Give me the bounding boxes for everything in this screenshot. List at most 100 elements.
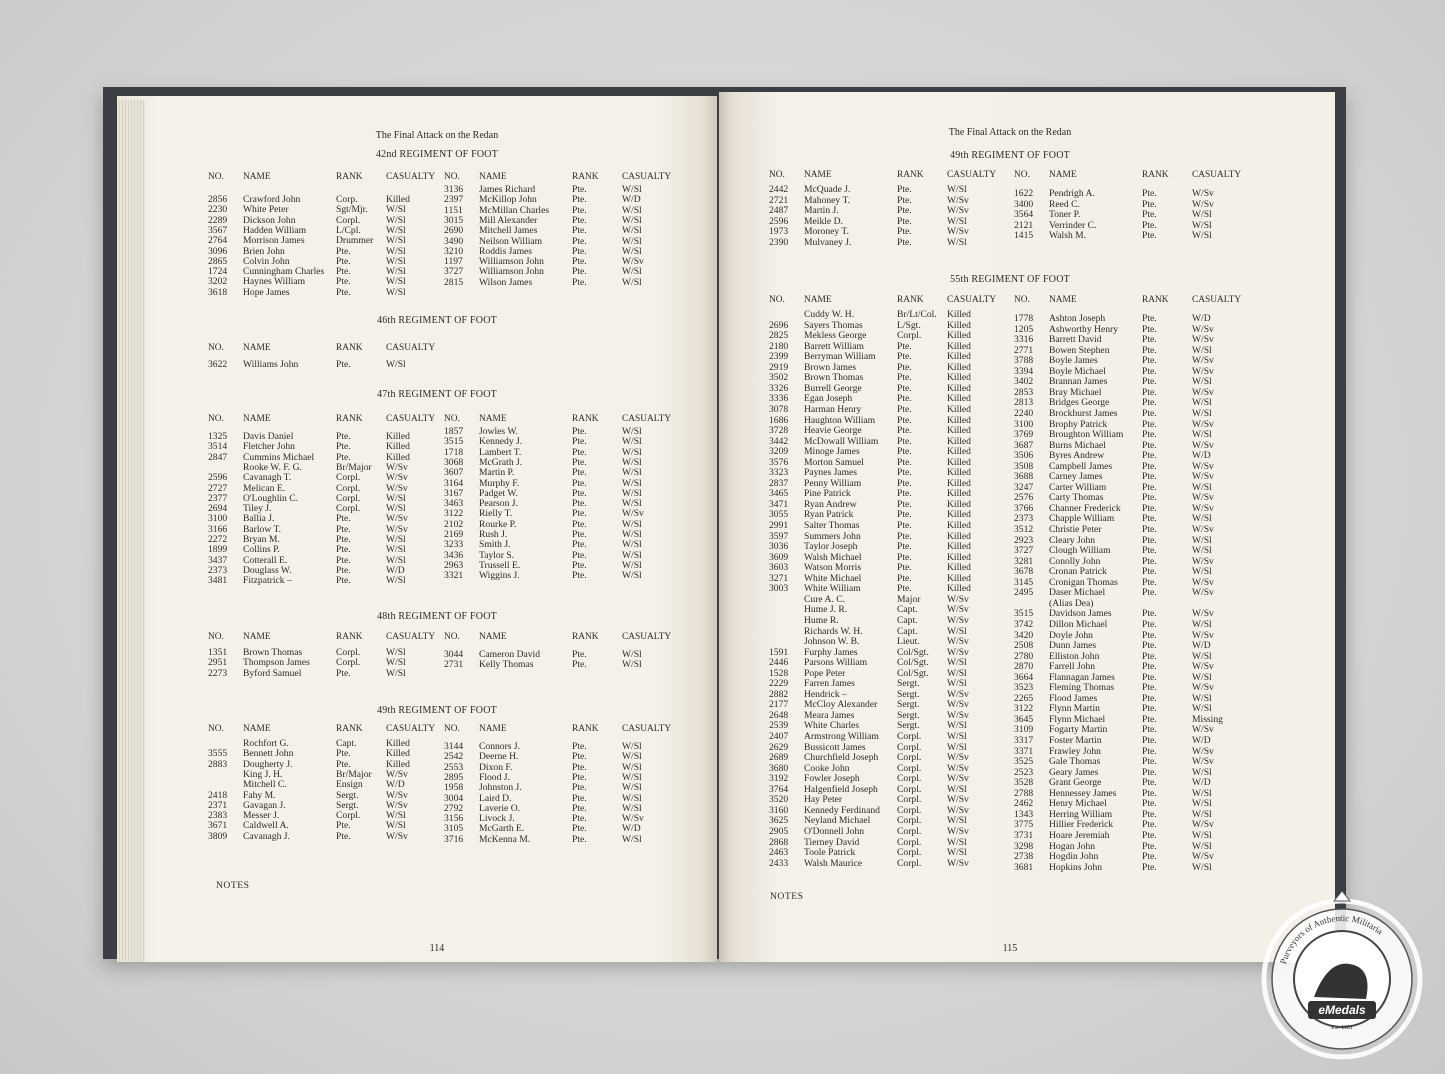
table-cell-soldier-name: Trussell E. (479, 559, 521, 571)
table-cell-soldier-name: Verrinder C. (1049, 219, 1097, 231)
table-cell-rank: Corpl. (897, 804, 922, 816)
table-cell-service-number: 2373 (208, 564, 228, 576)
table-cell-service-number: 1415 (1014, 230, 1034, 242)
table-cell-soldier-name: Salter Thomas (804, 520, 860, 531)
table-cell-rank: Pte. (336, 544, 351, 556)
table-cell-casualty: Killed (947, 456, 971, 468)
table-cell-casualty: W/Sl (386, 266, 406, 278)
table-cell-service-number: 3298 (1014, 840, 1034, 852)
table-cell-soldier-name: Gavagan J. (243, 799, 286, 811)
column-header-soldier-name: NAME (479, 172, 507, 182)
table-cell-service-number: 2648 (769, 709, 789, 721)
table-cell-casualty: W/Sv (1192, 198, 1214, 210)
table-cell-casualty: W/Sv (386, 461, 408, 473)
table-cell-casualty: Killed (386, 441, 410, 453)
table-cell-soldier-name: Paynes James (804, 467, 858, 479)
table-cell-rank: Corpl. (897, 752, 922, 764)
table-cell-service-number: 2446 (769, 657, 789, 669)
column-header-casualty: CASUALTY (622, 724, 672, 734)
table-cell-casualty: W/Sl (622, 498, 642, 510)
section-heading: 46th REGIMENT OF FOOT (377, 315, 497, 326)
table-cell-service-number: 2596 (769, 215, 789, 227)
table-cell-service-number: 3145 (1014, 576, 1034, 588)
table-cell-rank: Pte. (572, 659, 587, 671)
table-cell-casualty: W/D (1192, 735, 1211, 746)
table-cell-casualty: W/Sl (622, 549, 642, 561)
table-cell-soldier-name: Tiley J. (243, 503, 272, 515)
table-cell-casualty: W/Sl (386, 245, 406, 257)
table-cell-soldier-name: Brown Thomas (243, 647, 303, 658)
running-title-right: The Final Attack on the Redan (948, 127, 1072, 138)
table-cell-casualty: W/Sl (947, 720, 967, 732)
table-cell-soldier-name: Halgenfield Joseph (804, 783, 878, 795)
table-cell-casualty: W/Sv (1192, 724, 1214, 736)
column-header-service-number: NO. (769, 295, 785, 305)
table-cell-casualty: W/Sl (386, 554, 406, 566)
table-cell-soldier-name: Grant George (1049, 777, 1102, 789)
table-cell-casualty: W/Sl (947, 678, 967, 690)
table-cell-casualty: Killed (386, 758, 410, 770)
column-header-rank: RANK (336, 343, 363, 353)
table-cell-soldier-name: McMillan Charles (479, 204, 550, 216)
table-cell-service-number: 2576 (1014, 492, 1034, 504)
table-cell-soldier-name: Williams John (243, 359, 299, 370)
table-cell-soldier-name: Carter William (1049, 481, 1107, 493)
table-cell-soldier-name: Fowler Joseph (804, 773, 860, 785)
table-cell-soldier-name: Farren James (804, 678, 855, 690)
table-cell-soldier-name: O'Donnell John (804, 825, 865, 837)
table-cell-casualty: W/Sl (947, 657, 967, 669)
table-cell-service-number: 3764 (769, 783, 789, 795)
table-cell-service-number: 3109 (1014, 724, 1034, 736)
table-cell-rank: Pte. (572, 549, 587, 561)
table-cell-casualty: W/Sv (1192, 439, 1214, 451)
column-header-rank: RANK (336, 414, 363, 424)
table-cell-casualty: Killed (947, 488, 971, 500)
table-cell-rank: Sergt. (897, 688, 920, 700)
table-cell-rank: Pte. (572, 204, 587, 216)
table-cell-rank: Pte. (1142, 198, 1157, 210)
table-cell-casualty: W/Sv (947, 699, 969, 711)
table-cell-service-number: 3210 (444, 245, 464, 257)
table-cell-casualty: W/Sv (1192, 492, 1214, 504)
table-cell-rank: Pte. (1142, 566, 1157, 578)
table-cell-soldier-name: Thompson James (243, 657, 310, 669)
table-cell-casualty: W/Sl (1192, 209, 1212, 221)
column-header-soldier-name: NAME (1049, 295, 1077, 305)
table-cell-rank: Pte. (336, 820, 351, 832)
table-cell-rank: Pte. (1142, 829, 1157, 841)
table-cell-casualty: W/Sl (622, 467, 642, 479)
table-cell-rank: Col/Sgt. (897, 667, 929, 679)
table-cell-casualty: W/Sl (1192, 808, 1212, 820)
column-header-service-number: NO. (444, 724, 460, 734)
table-cell-soldier-name: Summers John (804, 530, 861, 542)
table-cell-service-number: 2230 (208, 204, 228, 216)
table-cell-rank: Pte. (572, 649, 587, 660)
column-header-rank: RANK (336, 724, 363, 734)
table-cell-service-number: 3766 (1014, 502, 1034, 514)
table-cell-soldier-name: Brockhurst James (1049, 407, 1118, 419)
column-header-service-number: NO. (208, 724, 224, 734)
table-cell-service-number: 3326 (769, 382, 789, 394)
table-cell-service-number: 2813 (1014, 397, 1034, 409)
table-cell-service-number: 3336 (769, 393, 789, 405)
table-cell-rank: Corpl. (336, 214, 361, 226)
table-cell-soldier-name: Johnston J. (479, 782, 522, 794)
table-cell-service-number: 2371 (208, 799, 228, 811)
table-cell-rank: Pte. (572, 782, 587, 794)
table-cell-service-number: 2523 (1014, 766, 1034, 778)
table-cell-casualty: Killed (947, 572, 971, 584)
table-cell-rank: Pte. (1142, 219, 1157, 231)
table-cell-rank: Pte. (1142, 692, 1157, 704)
table-cell-soldier-name: Farrell John (1049, 661, 1096, 673)
table-cell-casualty: Killed (947, 467, 971, 479)
table-cell-rank: Pte. (1142, 397, 1157, 409)
table-cell-rank: Drummer (336, 235, 374, 247)
table-cell-rank: Pte. (897, 425, 912, 437)
table-cell-soldier-name: Lambert T. (479, 446, 522, 458)
table-cell-rank: Ensign (336, 779, 363, 791)
column-header-rank: RANK (897, 295, 924, 305)
table-cell-soldier-name: Williamson John (479, 266, 544, 278)
table-cell-casualty: W/Sl (1192, 513, 1212, 525)
table-cell-casualty: W/Sl (1192, 230, 1212, 242)
table-cell-rank: Pte. (572, 508, 587, 520)
